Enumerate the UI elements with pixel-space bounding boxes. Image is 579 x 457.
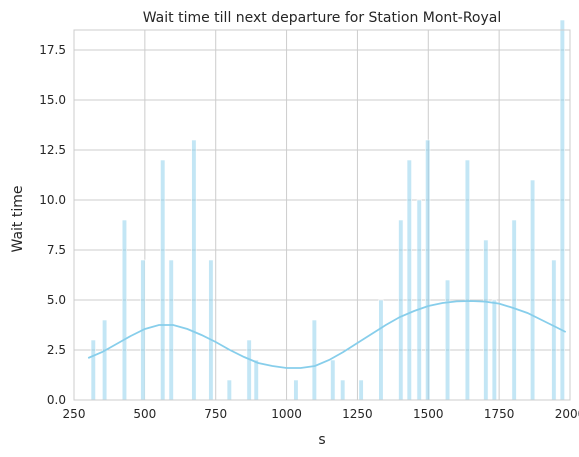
histogram-bar (293, 379, 299, 401)
plot-frame (73, 29, 571, 401)
histogram-bar (121, 219, 128, 401)
histogram-bar (559, 19, 565, 401)
kde-curve (87, 300, 567, 369)
histogram-bar (444, 279, 451, 401)
histogram-bar (160, 159, 166, 401)
histogram-bar (551, 259, 557, 401)
x-tick-label: 1500 (413, 407, 444, 421)
x-tick-label: 1000 (271, 407, 302, 421)
x-axis-label: s (318, 432, 325, 448)
histogram-bar (330, 359, 336, 401)
bars (90, 19, 565, 401)
histogram-bar (358, 379, 364, 401)
histogram-bar (483, 239, 489, 401)
y-tick-label: 10.0 (39, 193, 66, 207)
y-tick-label: 2.5 (47, 343, 66, 357)
histogram-bar (491, 299, 497, 401)
y-tick-label: 5.0 (47, 293, 66, 307)
kde-curve-group (87, 300, 567, 369)
y-tick-label: 12.5 (39, 143, 66, 157)
histogram-bar (311, 319, 317, 401)
histogram-bar (416, 199, 422, 401)
y-tick-label: 7.5 (47, 243, 66, 257)
x-tick-label: 750 (204, 407, 227, 421)
x-tick-label: 500 (133, 407, 156, 421)
histogram-bar (378, 299, 384, 401)
histogram-bar (208, 259, 214, 401)
histogram-bar (425, 139, 431, 401)
histogram-bar (511, 219, 517, 401)
histogram-bar (226, 379, 232, 401)
y-axis-label: Wait time (10, 186, 26, 253)
x-tick-label: 1250 (342, 407, 373, 421)
y-tick-label: 0.0 (47, 393, 66, 407)
histogram-bar (102, 319, 108, 401)
histogram-bar (406, 159, 412, 401)
histogram-bar (191, 139, 197, 401)
x-tick-label: 250 (63, 407, 86, 421)
histogram-bar (340, 379, 346, 401)
histogram-bar (464, 159, 470, 401)
y-tick-label: 17.5 (39, 43, 66, 57)
histogram-bar (168, 259, 174, 401)
histogram-bar (90, 339, 96, 401)
y-tick-label: 15.0 (39, 93, 66, 107)
x-tick-label: 1750 (484, 407, 515, 421)
histogram-bar (398, 219, 404, 401)
histogram-bar (253, 359, 259, 401)
histogram-bar (530, 179, 536, 401)
histogram-bar (246, 339, 252, 401)
chart-title: Wait time till next departure for Statio… (143, 10, 502, 26)
